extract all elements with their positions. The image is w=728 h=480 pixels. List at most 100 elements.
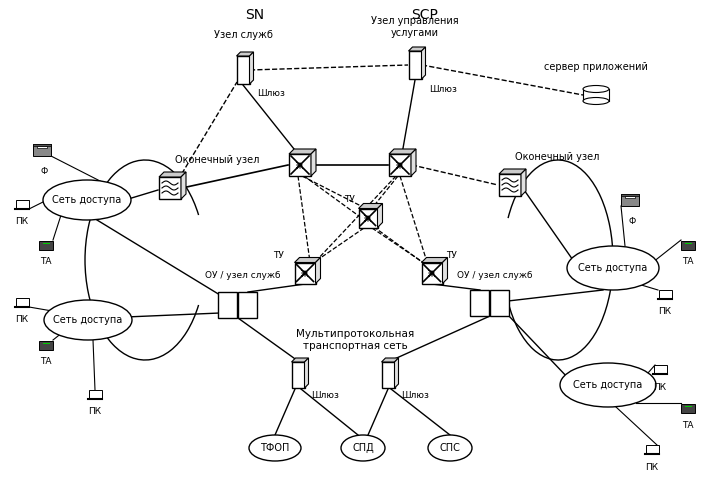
- Text: ТФОП: ТФОП: [261, 443, 290, 453]
- Bar: [295, 263, 315, 284]
- Text: Сеть доступа: Сеть доступа: [52, 195, 122, 205]
- Bar: [646, 445, 659, 454]
- Bar: [684, 242, 692, 244]
- Bar: [36, 145, 47, 148]
- Text: сервер приложений: сервер приложений: [544, 62, 648, 72]
- Bar: [389, 154, 411, 176]
- Text: Шлюз: Шлюз: [401, 391, 429, 399]
- Polygon shape: [315, 257, 320, 284]
- Bar: [291, 362, 304, 388]
- Bar: [289, 154, 311, 176]
- Text: Ф: Ф: [628, 217, 636, 227]
- Polygon shape: [295, 257, 320, 263]
- Bar: [237, 56, 250, 84]
- Bar: [621, 194, 639, 195]
- Polygon shape: [291, 358, 309, 362]
- Ellipse shape: [583, 97, 609, 105]
- Bar: [39, 341, 53, 350]
- Text: Мультипротокольная
транспортная сеть: Мультипротокольная транспортная сеть: [296, 329, 414, 351]
- Bar: [358, 208, 378, 228]
- Text: ОУ / узел служб: ОУ / узел служб: [205, 271, 281, 279]
- Text: Шлюз: Шлюз: [311, 391, 339, 399]
- Bar: [218, 292, 237, 318]
- Text: Оконечный узел: Оконечный узел: [175, 155, 259, 165]
- Polygon shape: [443, 257, 448, 284]
- Text: ТА: ТА: [682, 257, 694, 266]
- Polygon shape: [378, 204, 382, 228]
- Bar: [159, 177, 181, 199]
- Text: ПК: ПК: [15, 217, 28, 227]
- Text: SN: SN: [245, 8, 264, 22]
- Ellipse shape: [249, 435, 301, 461]
- Bar: [499, 174, 521, 196]
- Text: ТА: ТА: [40, 257, 52, 266]
- Ellipse shape: [567, 246, 659, 290]
- Bar: [490, 290, 509, 316]
- Bar: [15, 201, 28, 209]
- Bar: [681, 241, 695, 250]
- Bar: [625, 195, 636, 198]
- Bar: [238, 292, 257, 318]
- Text: Шлюз: Шлюз: [429, 84, 457, 94]
- Bar: [684, 406, 692, 408]
- Polygon shape: [411, 149, 416, 176]
- Text: ТУ: ТУ: [446, 251, 457, 260]
- Text: Сеть доступа: Сеть доступа: [574, 380, 643, 390]
- Polygon shape: [181, 172, 186, 199]
- Ellipse shape: [43, 180, 131, 220]
- Bar: [654, 365, 667, 374]
- Bar: [39, 241, 53, 250]
- Polygon shape: [237, 52, 253, 56]
- Text: СПС: СПС: [440, 443, 460, 453]
- Polygon shape: [395, 358, 398, 388]
- Bar: [33, 144, 51, 156]
- Text: ТУ: ТУ: [344, 195, 355, 204]
- Ellipse shape: [583, 85, 609, 93]
- Text: Оконечный узел: Оконечный узел: [515, 152, 599, 162]
- Polygon shape: [389, 149, 416, 154]
- Polygon shape: [422, 257, 448, 263]
- Bar: [381, 362, 395, 388]
- Polygon shape: [499, 169, 526, 174]
- Text: СПД: СПД: [352, 443, 374, 453]
- Text: ОУ / узел служб: ОУ / узел служб: [457, 271, 533, 279]
- Polygon shape: [159, 172, 186, 177]
- Bar: [408, 51, 422, 79]
- Text: Сеть доступа: Сеть доступа: [578, 263, 648, 273]
- Text: ПК: ПК: [646, 463, 659, 471]
- Text: ПК: ПК: [654, 383, 667, 392]
- Ellipse shape: [428, 435, 472, 461]
- Text: Ф: Ф: [40, 168, 47, 177]
- Bar: [583, 89, 609, 101]
- Bar: [681, 404, 695, 413]
- Polygon shape: [422, 47, 425, 79]
- Text: Сеть доступа: Сеть доступа: [53, 315, 122, 325]
- Polygon shape: [408, 47, 425, 51]
- Text: ТА: ТА: [40, 358, 52, 367]
- Text: ПК: ПК: [658, 308, 671, 316]
- Bar: [422, 263, 443, 284]
- Text: ТА: ТА: [682, 420, 694, 430]
- Ellipse shape: [341, 435, 385, 461]
- Bar: [15, 299, 28, 307]
- Bar: [621, 194, 639, 206]
- Polygon shape: [250, 52, 253, 84]
- Bar: [89, 390, 101, 399]
- Bar: [33, 144, 51, 145]
- Text: Узел служб: Узел служб: [213, 30, 272, 40]
- Text: Узел управления
услугами: Узел управления услугами: [371, 16, 459, 38]
- Ellipse shape: [560, 363, 656, 407]
- Polygon shape: [311, 149, 316, 176]
- Polygon shape: [304, 358, 309, 388]
- Polygon shape: [289, 149, 316, 154]
- Bar: [470, 290, 489, 316]
- Text: ПК: ПК: [15, 315, 28, 324]
- Bar: [659, 290, 671, 299]
- Text: ПК: ПК: [88, 408, 102, 417]
- Polygon shape: [381, 358, 398, 362]
- Text: Шлюз: Шлюз: [257, 89, 285, 98]
- Ellipse shape: [44, 300, 132, 340]
- Bar: [42, 242, 50, 244]
- Polygon shape: [358, 204, 382, 208]
- Polygon shape: [521, 169, 526, 196]
